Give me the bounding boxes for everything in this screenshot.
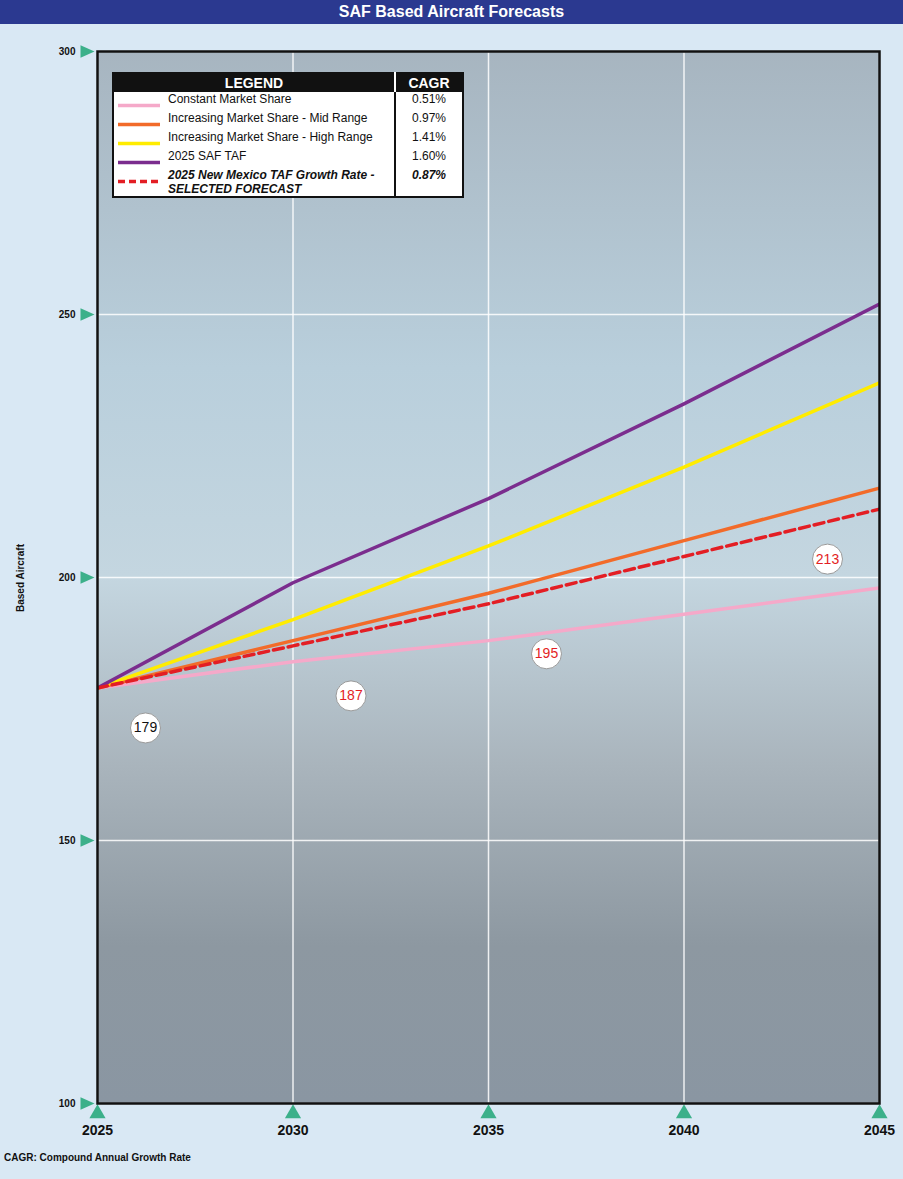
svg-text:213: 213 bbox=[816, 551, 840, 567]
html-text:LEGEND: LEGEND bbox=[224, 75, 284, 91]
svg-text:2035: 2035 bbox=[473, 1122, 504, 1138]
html-text:1.60%: 1.60% bbox=[412, 149, 446, 163]
svg-text:179: 179 bbox=[134, 719, 158, 735]
html-text:Constant Market Share: Constant Market Share bbox=[168, 92, 292, 106]
html-text:CAGR: CAGR bbox=[408, 75, 450, 91]
svg-text:100: 100 bbox=[59, 1098, 76, 1109]
svg-text:250: 250 bbox=[59, 309, 76, 320]
svg-text:200: 200 bbox=[59, 572, 76, 583]
svg-text:2030: 2030 bbox=[277, 1122, 308, 1138]
svg-text:2040: 2040 bbox=[668, 1122, 699, 1138]
svg-text:187: 187 bbox=[339, 687, 363, 703]
html-text:SAF Based Aircraft Forecasts: SAF Based Aircraft Forecasts bbox=[338, 3, 565, 20]
svg-text:300: 300 bbox=[59, 46, 76, 57]
html-text:1.41%: 1.41% bbox=[412, 130, 446, 144]
html-text:0.97%: 0.97% bbox=[412, 111, 446, 125]
html-text:Increasing Market Share - Mid: Increasing Market Share - Mid Range bbox=[168, 111, 368, 125]
svg-text:2045: 2045 bbox=[864, 1122, 895, 1138]
html-text:2025 New Mexico TAF Growth Rat: 2025 New Mexico TAF Growth Rate - SELECT… bbox=[168, 168, 375, 196]
html-text:Based Aircraft: Based Aircraft bbox=[14, 544, 26, 612]
html-text:0.87%: 0.87% bbox=[412, 168, 446, 182]
svg-text:2025: 2025 bbox=[82, 1122, 113, 1138]
html-text:CAGR: Compound Annual Growth R: CAGR: Compound Annual Growth Rate bbox=[4, 1152, 191, 1163]
html-text:0.51%: 0.51% bbox=[412, 92, 446, 106]
svg-text:150: 150 bbox=[59, 835, 76, 846]
html-text:Increasing Market Share - High: Increasing Market Share - High Range bbox=[168, 130, 373, 144]
html-text:2025 SAF TAF: 2025 SAF TAF bbox=[168, 149, 247, 163]
svg-text:195: 195 bbox=[535, 645, 559, 661]
